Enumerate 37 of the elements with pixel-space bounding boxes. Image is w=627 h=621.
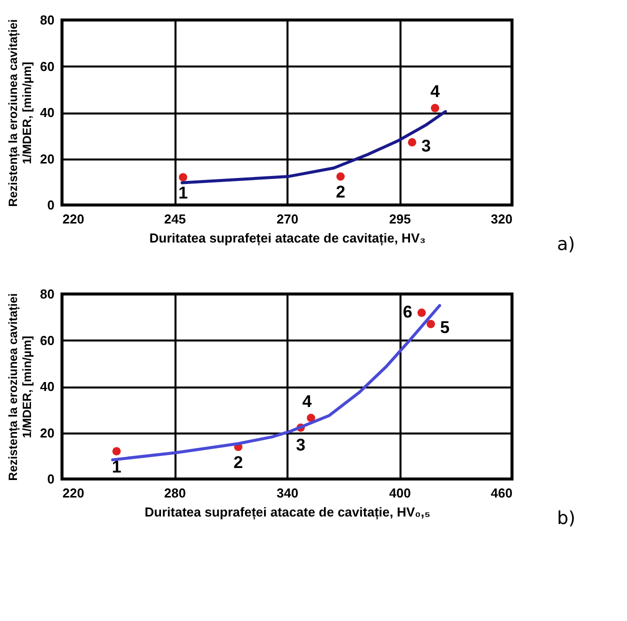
annotation: 2 bbox=[336, 182, 346, 202]
y-tick-label: 80 bbox=[40, 12, 54, 28]
x-tick-label: 400 bbox=[389, 486, 411, 500]
y-tick-label: 20 bbox=[40, 425, 54, 440]
y-tick-label: 40 bbox=[40, 379, 54, 394]
text: a) bbox=[557, 234, 576, 255]
y-tick-label: 40 bbox=[40, 105, 54, 120]
y-tick-label: 0 bbox=[47, 198, 54, 212]
annotation: 4 bbox=[302, 392, 312, 411]
x-tick-label: 295 bbox=[389, 212, 411, 226]
annotation: 3 bbox=[296, 436, 306, 455]
x-tick-label: 270 bbox=[276, 212, 298, 226]
y-tick-label: 0 bbox=[47, 472, 54, 486]
x-tick-label: 340 bbox=[276, 486, 298, 500]
annotation: 2 bbox=[234, 452, 243, 472]
x-tick-label: 220 bbox=[62, 486, 84, 500]
x-tick-label: 280 bbox=[164, 486, 186, 500]
y-axis-title: Rezistența la eroziunea cavitației 1/MDER, [min/µm] bbox=[6, 293, 34, 481]
y-tick-label: 60 bbox=[40, 58, 54, 74]
y-tick-label: 80 bbox=[40, 286, 54, 302]
y-tick-label: 60 bbox=[40, 332, 54, 348]
y-tick-label: 20 bbox=[40, 151, 54, 166]
x-tick-label: 245 bbox=[164, 212, 186, 226]
x-tick-label: 320 bbox=[490, 212, 512, 226]
annotation: 3 bbox=[421, 136, 431, 156]
line-series bbox=[180, 110, 447, 184]
annotation: 4 bbox=[430, 82, 440, 102]
x-axis-title: Duritatea suprafeței atacate de cavitație, HV₀,₅ bbox=[144, 504, 430, 520]
annotation: 1 bbox=[112, 457, 122, 476]
annotation: 1 bbox=[178, 183, 188, 202]
x-axis-title: Duritatea suprafeței atacate de cavitație, HV₃ bbox=[149, 230, 426, 246]
y-axis-title: Rezistența la eroziunea cavitației 1/MDER, [min/µm] bbox=[6, 19, 34, 207]
x-tick-label: 460 bbox=[490, 486, 512, 500]
text: b) bbox=[557, 508, 576, 529]
annotation: 5 bbox=[440, 318, 450, 338]
annotation: 6 bbox=[402, 302, 412, 322]
x-tick-label: 220 bbox=[62, 212, 84, 226]
